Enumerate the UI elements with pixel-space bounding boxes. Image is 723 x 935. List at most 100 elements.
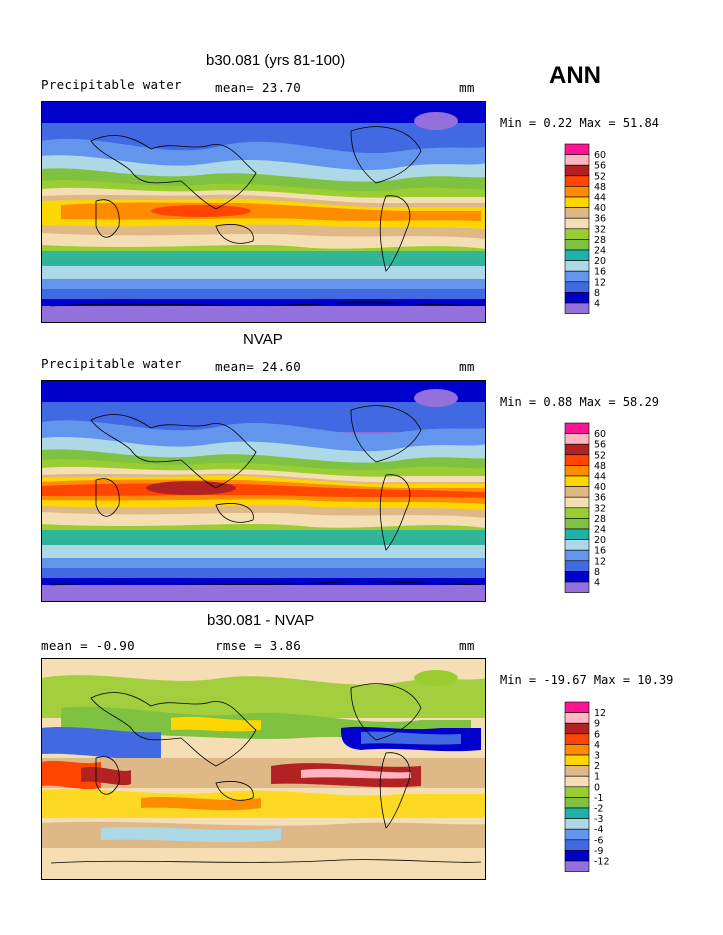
colorbar-label: -1 (594, 793, 603, 804)
colorbar-label: 12 (594, 277, 606, 288)
colorbar-box (564, 744, 590, 756)
minmax-label-model: Min = 0.22 Max = 51.84 (500, 116, 659, 130)
colorbar-label: 6 (594, 729, 600, 740)
variable-label-obs: Precipitable water (41, 356, 182, 371)
variable-label-model: Precipitable water (41, 77, 182, 92)
mean-label-model: mean= 23.70 (215, 80, 302, 95)
colorbar-box (564, 518, 590, 530)
colorbar-box (564, 433, 590, 445)
colorbar-box (564, 786, 590, 798)
season-label: ANN (549, 62, 601, 89)
colorbar-box (564, 422, 590, 434)
colorbar-box (564, 733, 590, 745)
colorbar-label: 16 (594, 546, 606, 557)
colorbar-label: 8 (594, 567, 600, 578)
colorbar-label: 2 (594, 761, 600, 772)
colorbar-label: 28 (594, 514, 606, 525)
colorbar-label: 52 (594, 171, 606, 182)
colorbar-box (564, 818, 590, 830)
colorbar-box (564, 454, 590, 466)
colorbar-label: 20 (594, 256, 606, 267)
colorbar-label: 40 (594, 482, 606, 493)
colorbar-label: 20 (594, 535, 606, 546)
colorbar-label: 52 (594, 450, 606, 461)
colorbar-box (564, 850, 590, 862)
colorbar-label: 24 (594, 525, 606, 536)
colorbar-label: 48 (594, 182, 606, 193)
colorbar-label: -2 (594, 804, 603, 815)
panel-title-obs: NVAP (243, 331, 283, 348)
colorbar-box (564, 560, 590, 572)
units-label-obs: mm (459, 359, 475, 374)
colorbar-label: 56 (594, 161, 606, 172)
colorbar-label: 24 (594, 246, 606, 257)
colorbar-box (564, 143, 590, 155)
map-model (41, 101, 486, 323)
colorbar-box (564, 860, 590, 872)
colorbar-box (564, 701, 590, 713)
colorbar-label: -6 (594, 835, 603, 846)
colorbar-box (564, 475, 590, 487)
colorbar-label: 28 (594, 235, 606, 246)
colorbar-box (564, 571, 590, 583)
colorbar-box (564, 217, 590, 230)
colorbar-box (564, 260, 590, 272)
colorbar-box (564, 549, 590, 562)
colorbar-box (564, 175, 590, 187)
colorbar-box (564, 292, 590, 304)
colorbar-boxes-diff (564, 701, 590, 872)
colorbar-box (564, 249, 590, 261)
colorbar-label: 48 (594, 461, 606, 472)
colorbar-label: 16 (594, 267, 606, 278)
colorbar-label: 56 (594, 440, 606, 451)
colorbar-box (564, 807, 590, 819)
minmax-label-diff: Min = -19.67 Max = 10.39 (500, 673, 674, 687)
colorbar-box (564, 581, 590, 593)
colorbar-label: 36 (594, 214, 606, 225)
colorbar-box (564, 164, 590, 177)
colorbar-label: 60 (594, 429, 606, 440)
colorbar-label: -12 (594, 857, 610, 868)
colorbar-label: 44 (594, 472, 606, 483)
colorbar-box (564, 712, 590, 724)
colorbar-box (564, 207, 590, 219)
units-label-model: mm (459, 80, 475, 95)
colorbar-label: 60 (594, 150, 606, 161)
colorbar-label: -4 (594, 825, 603, 836)
colorbar-box (564, 775, 590, 788)
colorbar-box (564, 539, 590, 551)
colorbar-box (564, 507, 590, 519)
colorbar-box (564, 281, 590, 293)
colorbar-box (564, 486, 590, 498)
colorbar-box (564, 270, 590, 283)
colorbar-box (564, 496, 590, 509)
colorbar-label: 44 (594, 193, 606, 204)
colorbar-box (564, 839, 590, 851)
mean-label-diff: mean = -0.90 (41, 638, 135, 653)
colorbar-box (564, 754, 590, 766)
colorbar-label: 12 (594, 556, 606, 567)
colorbar-box (564, 239, 590, 251)
colorbar-label: 40 (594, 203, 606, 214)
mean-label-obs: mean= 24.60 (215, 359, 302, 374)
colorbar-label: 3 (594, 751, 600, 762)
rmse-label-diff: rmse = 3.86 (215, 638, 302, 653)
colorbar-box (564, 154, 590, 166)
minmax-label-obs: Min = 0.88 Max = 58.29 (500, 395, 659, 409)
colorbar-label: 36 (594, 493, 606, 504)
colorbar-label: 4 (594, 299, 600, 310)
colorbar-box (564, 528, 590, 540)
map-obs (41, 380, 486, 602)
colorbar-label: 8 (594, 288, 600, 299)
colorbar-label: 32 (594, 503, 606, 514)
units-label-diff: mm (459, 638, 475, 653)
colorbar-label: 1 (594, 772, 600, 783)
colorbar-box (564, 465, 590, 477)
colorbar-box (564, 196, 590, 208)
